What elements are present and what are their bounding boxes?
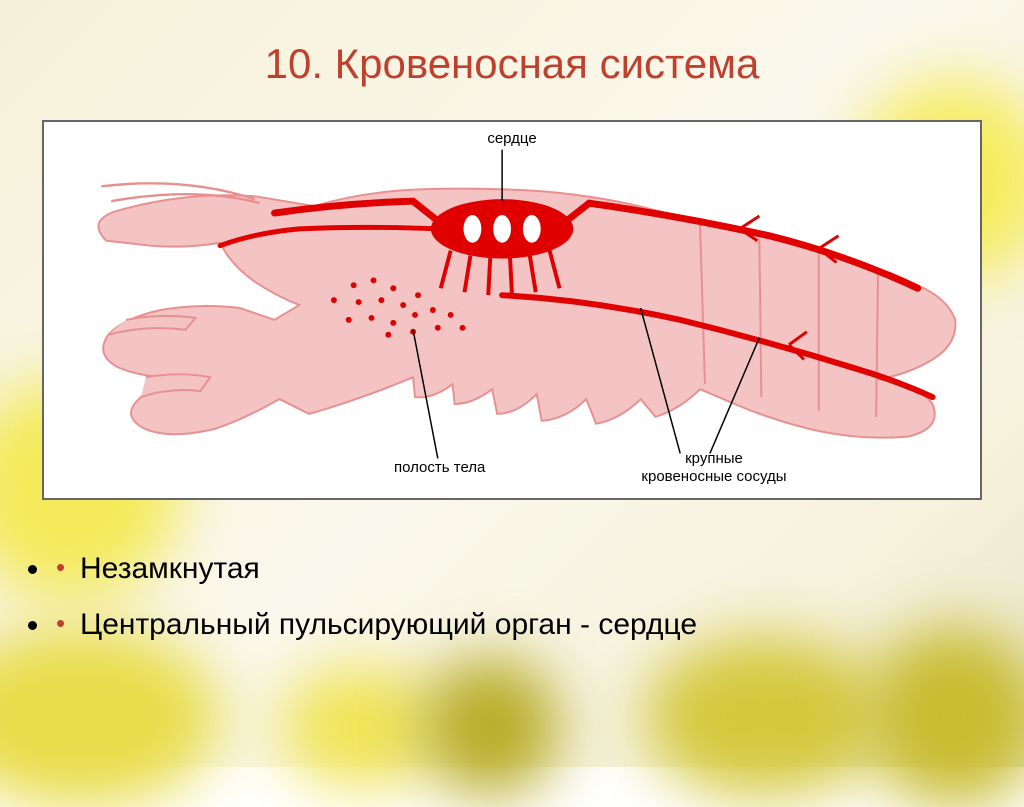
bullet-list: Незамкнутая Центральный пульсирующий орг… xyxy=(52,552,984,642)
bullet-item: Центральный пульсирующий орган - сердце xyxy=(52,608,984,642)
heart-vessel xyxy=(488,258,490,296)
label-vessels: крупные кровеносные сосуды xyxy=(624,450,804,486)
label-heart: сердце xyxy=(487,130,536,147)
label-vessels-line2: кровеносные сосуды xyxy=(641,468,786,485)
heart-ostium xyxy=(493,215,511,243)
label-vessels-line1: крупные xyxy=(685,450,743,467)
slide-title: 10. Кровеносная система xyxy=(40,40,984,88)
heart-vessel xyxy=(510,258,512,296)
heart-ostium xyxy=(464,215,482,243)
bullet-item: Незамкнутая xyxy=(52,552,984,586)
slide-content: 10. Кровеносная система xyxy=(0,0,1024,767)
label-cavity: полость тела xyxy=(394,459,485,476)
diagram-container: сердце полость тела крупные кровеносные … xyxy=(42,120,982,500)
heart-ostium xyxy=(523,215,541,243)
crayfish-diagram xyxy=(44,122,980,498)
